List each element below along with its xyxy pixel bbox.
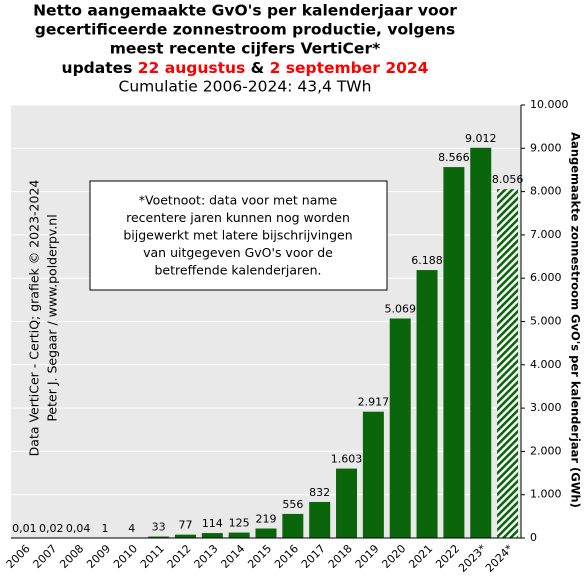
- x-tick-label: 2016: [272, 542, 301, 571]
- value-label: 219: [256, 513, 277, 526]
- value-label: 114: [202, 517, 223, 530]
- y-tick-label: 1.000: [530, 488, 562, 501]
- y-tick-label: 0: [530, 531, 537, 544]
- annotation: betreffende kalenderjaren.: [154, 263, 321, 278]
- annotation: recentere jaren kunnen nog worden: [126, 210, 350, 225]
- annotation: bijgewerkt met latere bijschrijvingen: [123, 228, 352, 243]
- annotation-box: [89, 180, 388, 291]
- title-part: 2 september 2024: [270, 59, 429, 77]
- x-tick-label: 2007: [31, 542, 60, 571]
- x-tick-label: 2018: [326, 542, 355, 571]
- bar: [228, 532, 250, 538]
- x-tick-label: 2011: [138, 542, 167, 571]
- value-label: 556: [282, 498, 303, 511]
- value-label: 0,04: [66, 522, 91, 535]
- value-label: 1: [101, 522, 108, 535]
- title-part: 22 augustus: [138, 59, 246, 77]
- title-part: &: [245, 59, 269, 77]
- bar: [389, 318, 411, 538]
- title-part: updates: [62, 59, 138, 77]
- bar: [174, 534, 196, 538]
- bar: [336, 468, 358, 538]
- value-label: 0,01: [12, 522, 37, 535]
- x-tick-label: 2009: [84, 542, 113, 571]
- bar: [470, 147, 492, 538]
- chart-title: meest recente cijfers VertiCer*: [110, 40, 380, 58]
- chart-title: gecertificeerde zonnestroom productie, v…: [35, 21, 456, 39]
- bar: [282, 513, 304, 538]
- value-label: 8.566: [438, 151, 470, 164]
- x-tick-label: 2023*: [456, 542, 489, 575]
- bar: [443, 167, 465, 538]
- y-tick-label: 3.000: [530, 401, 562, 414]
- bar: [255, 528, 277, 538]
- credit: Peter J. Segaar / www.polderpv.nl: [45, 214, 60, 421]
- value-label: 8.056: [492, 173, 524, 186]
- y-tick-label: 6.000: [530, 271, 562, 284]
- x-tick-label: 2019: [353, 542, 382, 571]
- y-tick-label: 4.000: [530, 358, 562, 371]
- value-label: 5.069: [384, 303, 416, 316]
- annotation: van uitgegeven GvO's voor de: [143, 245, 333, 260]
- x-tick-label: 2006: [4, 542, 33, 571]
- value-label: 125: [229, 517, 250, 530]
- x-tick-label: 2020: [379, 542, 408, 571]
- x-tick-label: 2024*: [483, 542, 516, 575]
- x-tick-label: 2013: [192, 542, 221, 571]
- value-label: 2.917: [358, 396, 390, 409]
- bar: [148, 536, 170, 538]
- bar: [201, 533, 223, 538]
- value-label: 77: [178, 519, 192, 532]
- x-tick-label: 2021: [406, 542, 435, 571]
- x-tick-label: 2008: [57, 542, 86, 571]
- x-tick-label: 2017: [299, 542, 328, 571]
- x-tick-label: 2014: [218, 542, 247, 571]
- chart-title: Netto aangemaakte GvO's per kalenderjaar…: [33, 2, 457, 20]
- value-label: 0,02: [39, 522, 64, 535]
- annotation: *Voetnoot: data voor met name: [139, 193, 338, 208]
- x-tick-label: 2012: [165, 542, 194, 571]
- value-label: 9.012: [465, 132, 497, 145]
- value-label: 4: [128, 522, 135, 535]
- value-label: 6.188: [411, 254, 443, 267]
- value-label: 1.603: [331, 453, 363, 466]
- y-tick-label: 10.000: [530, 98, 569, 111]
- chart-subtitle: Cumulatie 2006-2024: 43,4 TWh: [119, 78, 372, 96]
- y-tick-label: 9.000: [530, 141, 562, 154]
- y-axis-label: Aangemaakte zonnestroom GvO's per kalend…: [569, 132, 583, 508]
- bar: [362, 411, 384, 538]
- bar: [497, 189, 519, 538]
- bar: [416, 270, 438, 538]
- x-tick-label: 2015: [245, 542, 274, 571]
- y-tick-label: 5.000: [530, 315, 562, 328]
- credit: Data VertiCer - CertiQ; grafiek © 2023-2…: [27, 180, 42, 457]
- value-label: 33: [152, 521, 166, 534]
- bar: [309, 501, 331, 538]
- y-tick-label: 2.000: [530, 444, 562, 457]
- chart-title-update: updates 22 augustus & 2 september 2024: [62, 59, 429, 77]
- value-label: 832: [309, 486, 330, 499]
- y-tick-label: 7.000: [530, 228, 562, 241]
- y-tick-label: 8.000: [530, 185, 562, 198]
- x-tick-label: 2010: [111, 542, 140, 571]
